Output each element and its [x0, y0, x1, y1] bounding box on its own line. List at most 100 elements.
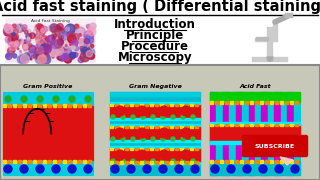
Circle shape — [82, 41, 83, 42]
Bar — [125, 104, 128, 106]
Circle shape — [48, 41, 51, 43]
Bar — [245, 160, 248, 163]
Bar — [78, 160, 81, 163]
Bar — [280, 124, 283, 126]
Bar — [295, 160, 298, 163]
Bar — [270, 101, 273, 104]
Circle shape — [84, 42, 90, 49]
Bar — [274, 92, 281, 175]
Circle shape — [259, 165, 267, 173]
Bar — [155, 104, 158, 106]
Circle shape — [26, 38, 31, 43]
Circle shape — [84, 35, 93, 44]
Circle shape — [10, 42, 12, 44]
Circle shape — [141, 159, 145, 163]
Bar — [165, 148, 168, 150]
Circle shape — [12, 43, 16, 48]
Circle shape — [58, 28, 60, 30]
Circle shape — [12, 24, 16, 28]
Bar — [170, 104, 173, 106]
Circle shape — [6, 53, 12, 60]
Circle shape — [87, 38, 89, 41]
Circle shape — [52, 56, 54, 58]
Bar — [88, 104, 91, 107]
Bar — [180, 161, 183, 164]
Circle shape — [79, 34, 81, 36]
Bar — [180, 126, 183, 128]
Circle shape — [36, 53, 43, 60]
Circle shape — [29, 33, 35, 39]
Circle shape — [275, 165, 283, 173]
Bar — [210, 124, 213, 126]
Bar — [110, 118, 200, 120]
Bar — [135, 161, 138, 164]
Bar — [23, 104, 26, 107]
Circle shape — [121, 137, 125, 141]
Circle shape — [5, 24, 9, 28]
Circle shape — [26, 33, 32, 39]
Bar — [210, 92, 300, 102]
Bar — [230, 160, 233, 163]
Circle shape — [55, 26, 61, 32]
Bar — [242, 92, 249, 175]
Circle shape — [16, 25, 20, 29]
Bar — [220, 160, 223, 163]
Bar — [150, 161, 153, 164]
Bar — [28, 104, 31, 107]
Circle shape — [211, 165, 219, 173]
Bar — [48, 160, 51, 163]
Bar — [140, 161, 143, 164]
Bar — [295, 101, 298, 104]
Bar — [110, 92, 200, 175]
Circle shape — [76, 27, 85, 37]
Circle shape — [60, 56, 62, 58]
Circle shape — [42, 29, 44, 31]
Circle shape — [66, 38, 68, 39]
Bar — [190, 148, 193, 150]
Bar — [130, 126, 133, 128]
Circle shape — [45, 48, 50, 53]
Bar — [110, 92, 200, 96]
Circle shape — [41, 52, 50, 61]
Circle shape — [41, 45, 45, 49]
Bar — [110, 148, 113, 150]
Circle shape — [79, 39, 84, 43]
Bar — [135, 126, 138, 128]
Bar — [3, 92, 93, 175]
Bar — [180, 148, 183, 150]
Circle shape — [63, 41, 70, 48]
Circle shape — [24, 52, 32, 60]
Bar — [175, 161, 178, 164]
Bar — [165, 161, 168, 164]
Circle shape — [52, 37, 55, 40]
Circle shape — [72, 46, 76, 50]
Bar — [38, 160, 41, 163]
Circle shape — [171, 115, 175, 119]
Bar — [260, 124, 263, 126]
Text: Gram Negative: Gram Negative — [129, 84, 181, 89]
Circle shape — [85, 96, 91, 102]
Circle shape — [70, 52, 76, 58]
Circle shape — [50, 24, 58, 32]
Circle shape — [67, 30, 74, 37]
Circle shape — [5, 96, 11, 102]
Bar — [216, 92, 223, 175]
Circle shape — [76, 39, 79, 43]
Circle shape — [89, 40, 92, 42]
Circle shape — [86, 51, 93, 57]
Circle shape — [7, 29, 13, 35]
Bar — [245, 124, 248, 126]
Bar — [53, 160, 56, 163]
Bar — [210, 141, 300, 144]
Bar — [275, 124, 278, 126]
Bar — [155, 126, 158, 128]
Bar — [140, 148, 143, 150]
Circle shape — [84, 31, 93, 40]
Bar — [268, 92, 274, 175]
Circle shape — [181, 137, 185, 141]
Bar — [155, 148, 158, 150]
Bar — [150, 104, 153, 106]
Circle shape — [23, 40, 27, 43]
Bar — [229, 92, 236, 175]
Circle shape — [68, 165, 76, 173]
